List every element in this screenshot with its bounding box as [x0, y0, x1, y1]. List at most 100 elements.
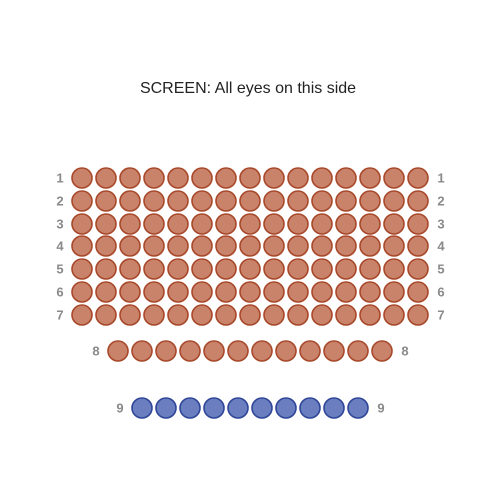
seat[interactable]	[191, 213, 213, 235]
seat[interactable]	[191, 304, 213, 326]
seat[interactable]	[359, 258, 381, 280]
seat[interactable]	[131, 397, 153, 419]
seat[interactable]	[203, 397, 225, 419]
seat[interactable]	[167, 190, 189, 212]
seat[interactable]	[71, 190, 93, 212]
seat[interactable]	[179, 340, 201, 362]
seat[interactable]	[95, 190, 117, 212]
seat[interactable]	[119, 213, 141, 235]
seat[interactable]	[407, 281, 429, 303]
seat[interactable]	[143, 235, 165, 257]
seat[interactable]	[263, 258, 285, 280]
seat[interactable]	[191, 281, 213, 303]
seat[interactable]	[215, 235, 237, 257]
seat[interactable]	[191, 258, 213, 280]
seat[interactable]	[215, 190, 237, 212]
seat[interactable]	[359, 167, 381, 189]
seat[interactable]	[71, 281, 93, 303]
seat[interactable]	[155, 340, 177, 362]
seat[interactable]	[263, 213, 285, 235]
seat[interactable]	[311, 167, 333, 189]
seat[interactable]	[335, 258, 357, 280]
seat[interactable]	[335, 167, 357, 189]
seat[interactable]	[95, 213, 117, 235]
seat[interactable]	[359, 190, 381, 212]
seat[interactable]	[95, 235, 117, 257]
seat[interactable]	[143, 281, 165, 303]
seat[interactable]	[119, 235, 141, 257]
seat[interactable]	[71, 235, 93, 257]
seat[interactable]	[359, 235, 381, 257]
seat[interactable]	[167, 304, 189, 326]
seat[interactable]	[311, 281, 333, 303]
seat[interactable]	[335, 235, 357, 257]
seat[interactable]	[215, 258, 237, 280]
seat[interactable]	[167, 235, 189, 257]
seat[interactable]	[71, 167, 93, 189]
seat[interactable]	[215, 167, 237, 189]
seat[interactable]	[179, 397, 201, 419]
seat[interactable]	[347, 397, 369, 419]
seat[interactable]	[383, 258, 405, 280]
seat[interactable]	[71, 213, 93, 235]
seat[interactable]	[227, 397, 249, 419]
seat[interactable]	[383, 304, 405, 326]
seat[interactable]	[143, 167, 165, 189]
seat[interactable]	[299, 340, 321, 362]
seat[interactable]	[239, 258, 261, 280]
seat[interactable]	[287, 258, 309, 280]
seat[interactable]	[95, 258, 117, 280]
seat[interactable]	[95, 167, 117, 189]
seat[interactable]	[143, 190, 165, 212]
seat[interactable]	[383, 190, 405, 212]
seat[interactable]	[215, 304, 237, 326]
seat[interactable]	[239, 190, 261, 212]
seat[interactable]	[239, 304, 261, 326]
seat[interactable]	[263, 235, 285, 257]
seat[interactable]	[335, 304, 357, 326]
seat[interactable]	[239, 281, 261, 303]
seat[interactable]	[263, 190, 285, 212]
seat[interactable]	[275, 340, 297, 362]
seat[interactable]	[263, 281, 285, 303]
seat[interactable]	[299, 397, 321, 419]
seat[interactable]	[251, 340, 273, 362]
seat[interactable]	[359, 304, 381, 326]
seat[interactable]	[407, 167, 429, 189]
seat[interactable]	[383, 235, 405, 257]
seat[interactable]	[71, 304, 93, 326]
seat[interactable]	[335, 213, 357, 235]
seat[interactable]	[191, 190, 213, 212]
seat[interactable]	[407, 258, 429, 280]
seat[interactable]	[335, 190, 357, 212]
seat[interactable]	[191, 235, 213, 257]
seat[interactable]	[155, 397, 177, 419]
seat[interactable]	[287, 304, 309, 326]
seat[interactable]	[383, 213, 405, 235]
seat[interactable]	[143, 258, 165, 280]
seat[interactable]	[287, 213, 309, 235]
seat[interactable]	[287, 190, 309, 212]
seat[interactable]	[107, 340, 129, 362]
seat[interactable]	[251, 397, 273, 419]
seat[interactable]	[119, 167, 141, 189]
seat[interactable]	[275, 397, 297, 419]
seat[interactable]	[71, 258, 93, 280]
seat[interactable]	[335, 281, 357, 303]
seat[interactable]	[167, 167, 189, 189]
seat[interactable]	[239, 235, 261, 257]
seat[interactable]	[407, 190, 429, 212]
seat[interactable]	[347, 340, 369, 362]
seat[interactable]	[167, 281, 189, 303]
seat[interactable]	[119, 258, 141, 280]
seat[interactable]	[143, 304, 165, 326]
seat[interactable]	[287, 235, 309, 257]
seat[interactable]	[131, 340, 153, 362]
seat[interactable]	[407, 235, 429, 257]
seat[interactable]	[215, 281, 237, 303]
seat[interactable]	[287, 167, 309, 189]
seat[interactable]	[119, 190, 141, 212]
seat[interactable]	[95, 281, 117, 303]
seat[interactable]	[119, 281, 141, 303]
seat[interactable]	[323, 397, 345, 419]
